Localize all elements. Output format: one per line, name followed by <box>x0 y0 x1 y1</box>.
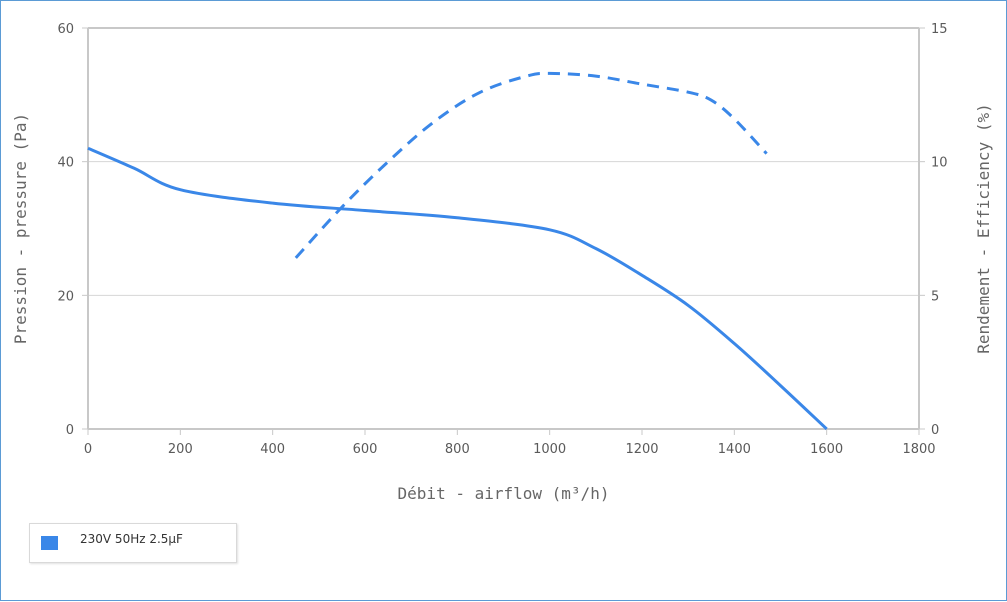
y-axis-title: Pression - pressure (Pa) <box>11 113 30 344</box>
efficiency-curve <box>294 71 768 259</box>
x-tick-label-4: 800 <box>445 442 470 457</box>
x-tick-label-6: 1200 <box>625 442 658 457</box>
x-tick-label-8: 1600 <box>810 442 843 457</box>
x-tick-label-7: 1400 <box>718 442 751 457</box>
x-tick-label-5: 1000 <box>533 442 566 457</box>
x-tick-label-9: 1800 <box>902 442 935 457</box>
x-tick-label-0: 0 <box>84 442 92 457</box>
y-tick-label-0: 0 <box>66 423 74 438</box>
legend[interactable]: 230V 50Hz 2.5µF <box>29 523 237 563</box>
y2-tick-label-0: 0 <box>931 423 939 438</box>
x-axis-title: Débit - airflow (m³/h) <box>398 484 610 503</box>
x-tick-label-3: 600 <box>353 442 378 457</box>
y2-axis-title: Rendement - Efficiency (%) <box>974 103 993 353</box>
y-tick-label-3: 60 <box>57 22 74 37</box>
x-tick-label-1: 200 <box>168 442 193 457</box>
pressure-curve <box>87 146 828 431</box>
y2-tick-label-3: 15 <box>931 22 948 37</box>
y2-tick-label-1: 5 <box>931 289 939 304</box>
y-tick-label-2: 40 <box>57 156 74 171</box>
y-tick-label-1: 20 <box>57 289 74 304</box>
legend-swatch-icon <box>41 536 58 550</box>
x-tick-label-2: 400 <box>260 442 285 457</box>
y2-tick-label-2: 10 <box>931 156 948 171</box>
legend-label: 230V 50Hz 2.5µF <box>80 532 183 546</box>
